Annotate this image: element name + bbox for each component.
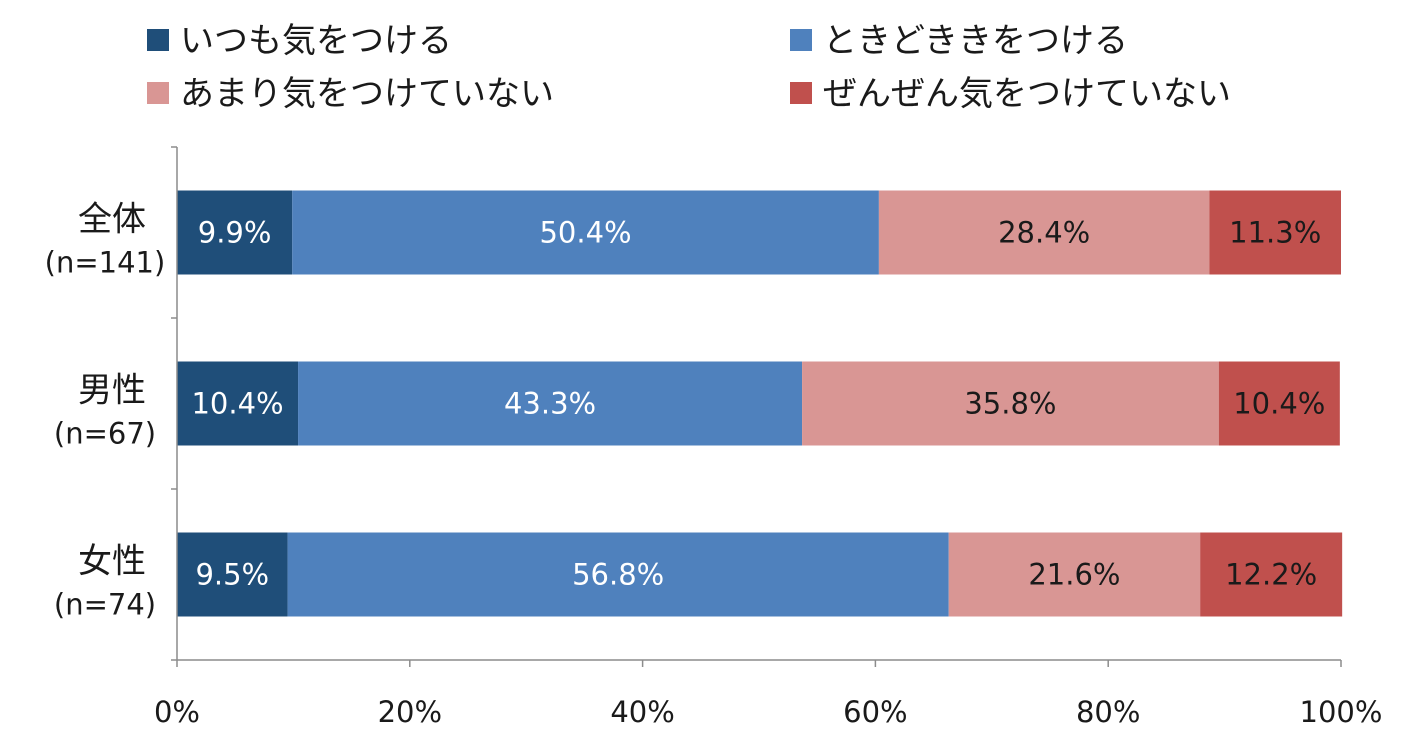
legend-label-4: ぜんぜん気をつけていない — [823, 74, 1231, 114]
data-label-3-1: 9.5% — [195, 558, 269, 592]
category-label-2: 男性 — [78, 371, 146, 411]
bar-segment-3-2 — [287, 532, 949, 617]
x-tick-label-6: 100% — [1300, 695, 1383, 729]
data-label-1-1: 9.9% — [198, 216, 272, 250]
bar-segment-1-4 — [1209, 190, 1341, 275]
legend-swatch-4 — [790, 82, 812, 104]
data-label-3-4: 12.2% — [1225, 558, 1317, 592]
legend-label-2: ときどききをつける — [823, 21, 1128, 61]
data-label-3-3: 21.6% — [1028, 558, 1120, 592]
legend-swatch-3 — [147, 82, 169, 104]
data-label-1-2: 50.4% — [539, 216, 631, 250]
bar-segment-3-1 — [177, 532, 288, 617]
category-label-1: 全体 — [78, 200, 146, 240]
category-n-label-3: (n=74) — [54, 588, 156, 622]
category-n-label-1: (n=141) — [45, 246, 166, 280]
data-label-2-2: 43.3% — [504, 387, 596, 421]
data-label-2-1: 10.4% — [191, 387, 283, 421]
legend-swatch-1 — [147, 29, 169, 51]
data-label-1-4: 11.3% — [1229, 216, 1321, 250]
x-tick-label-5: 80% — [1076, 695, 1140, 729]
category-label-3: 女性 — [78, 542, 146, 582]
legend-swatch-2 — [790, 29, 812, 51]
bar-segment-2-2 — [298, 361, 803, 446]
bar-segment-3-4 — [1200, 532, 1343, 617]
data-label-2-4: 10.4% — [1233, 387, 1325, 421]
category-n-label-2: (n=67) — [54, 417, 156, 451]
bar-segment-1-3 — [878, 190, 1210, 275]
legend-label-1: いつも気をつける — [180, 21, 452, 61]
legend-label-3: あまり気をつけていない — [180, 74, 554, 114]
x-tick-label-1: 0% — [154, 695, 200, 729]
bar-segment-2-4 — [1218, 361, 1340, 446]
data-label-1-3: 28.4% — [998, 216, 1090, 250]
x-tick-label-4: 60% — [843, 695, 907, 729]
x-tick-label-2: 20% — [378, 695, 442, 729]
bar-segment-2-1 — [177, 361, 299, 446]
bar-segment-1-2 — [292, 190, 879, 275]
data-label-3-2: 56.8% — [572, 558, 664, 592]
data-label-2-3: 35.8% — [964, 387, 1056, 421]
bar-segment-2-3 — [802, 361, 1219, 446]
x-tick-label-3: 40% — [610, 695, 674, 729]
bar-segment-3-3 — [948, 532, 1201, 617]
bar-segment-1-1 — [177, 190, 293, 275]
